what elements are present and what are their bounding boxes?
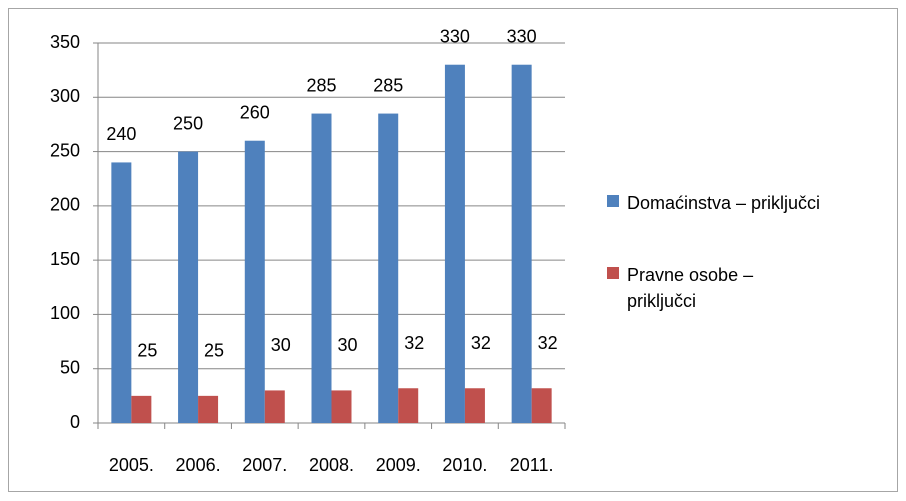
value-label: 30 [337, 335, 357, 355]
x-tick-label: 2009. [376, 455, 421, 475]
value-label: 240 [106, 124, 136, 144]
value-label: 32 [538, 333, 558, 353]
bar [531, 388, 552, 423]
bar [331, 390, 352, 423]
value-label: 330 [440, 26, 470, 46]
value-label: 32 [471, 333, 491, 353]
y-tick-label: 50 [60, 357, 80, 377]
bar [311, 113, 332, 424]
value-label: 260 [240, 102, 270, 122]
bar [378, 113, 399, 424]
legend-item: Pravne osobe – priključci [607, 262, 897, 314]
value-label: 32 [404, 333, 424, 353]
legend: Domaćinstva – priključci Pravne osobe – p… [607, 190, 897, 360]
legend-swatch [607, 195, 619, 207]
bar [398, 388, 419, 423]
value-label: 25 [204, 341, 224, 361]
value-label: 330 [507, 26, 537, 46]
bar [198, 395, 219, 423]
bar [464, 388, 485, 423]
x-tick-label: 2005. [109, 455, 154, 475]
legend-swatch [607, 267, 619, 279]
bar [511, 64, 532, 423]
y-tick-label: 250 [50, 140, 80, 160]
value-label: 285 [373, 75, 403, 95]
bar [444, 64, 465, 423]
y-tick-label: 300 [50, 86, 80, 106]
x-tick-label: 2008. [309, 455, 354, 475]
x-tick-label: 2010. [442, 455, 487, 475]
y-tick-label: 150 [50, 249, 80, 269]
value-label: 30 [271, 335, 291, 355]
value-label: 285 [306, 75, 336, 95]
bar [178, 151, 199, 424]
legend-item: Domaćinstva – priključci [607, 190, 897, 216]
bar [111, 162, 132, 423]
y-tick-label: 350 [50, 32, 80, 52]
x-tick-label: 2011. [510, 455, 554, 475]
x-tick-label: 2007. [242, 455, 287, 475]
y-tick-label: 100 [50, 303, 80, 323]
y-tick-label: 0 [70, 412, 80, 432]
y-tick-label: 200 [50, 195, 80, 215]
legend-label: Domaćinstva – priključci [627, 193, 821, 213]
bar [131, 395, 152, 423]
bar [244, 140, 265, 423]
legend-label: Pravne osobe – priključci [627, 265, 754, 311]
value-label: 250 [173, 113, 203, 133]
x-tick-label: 2006. [176, 455, 221, 475]
bar [264, 390, 285, 423]
value-label: 25 [137, 341, 157, 361]
